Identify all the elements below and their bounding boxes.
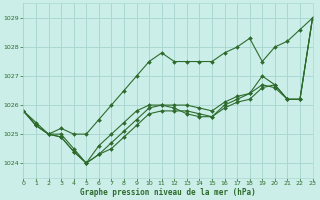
X-axis label: Graphe pression niveau de la mer (hPa): Graphe pression niveau de la mer (hPa) xyxy=(80,188,256,197)
